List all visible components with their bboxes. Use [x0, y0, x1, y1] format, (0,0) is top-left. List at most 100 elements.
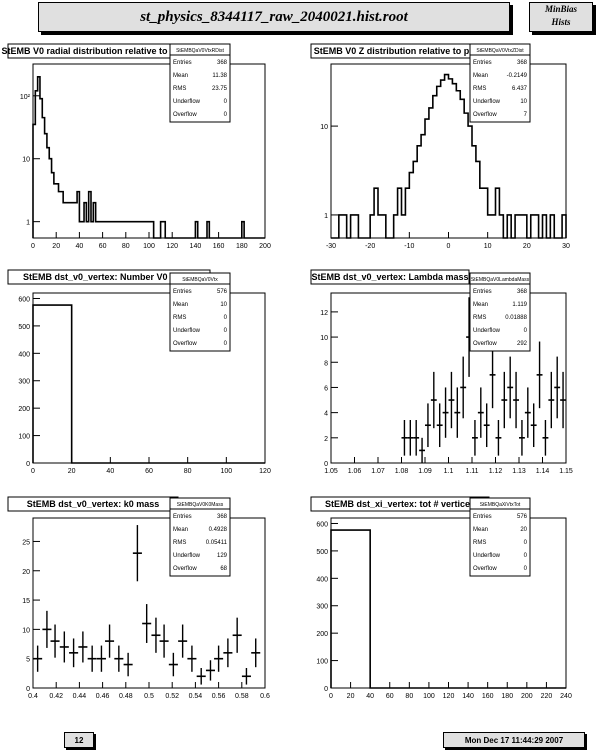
- stats-value: 368: [517, 289, 528, 295]
- plot-frame: [330, 517, 567, 689]
- x-tick-label: 0.54: [189, 693, 203, 700]
- x-tick-label: 1.08: [395, 468, 409, 475]
- x-tick-label: 0.56: [212, 693, 226, 700]
- x-tick-label: 1.15: [559, 468, 573, 475]
- x-tick-label: 160: [482, 693, 494, 700]
- histogram-line: [331, 73, 567, 239]
- stats-label: RMS: [473, 540, 486, 546]
- stats-label: Entries: [173, 514, 192, 520]
- y-tick-label: 500: [18, 324, 30, 331]
- x-tick-label: 1.14: [536, 468, 550, 475]
- stats-value: 0: [224, 99, 228, 105]
- x-tick-label: 40: [76, 243, 84, 250]
- x-tick-label: 80: [122, 243, 130, 250]
- y-tick-label: 0: [324, 461, 328, 468]
- stats-value: 0: [224, 315, 228, 321]
- stats-label: Entries: [473, 514, 492, 520]
- stats-label: Overflow: [473, 341, 497, 347]
- stats-label: Underflow: [173, 553, 201, 559]
- stats-label: Underflow: [173, 99, 201, 105]
- stats-label: Underflow: [473, 553, 501, 559]
- y-tick-label: 400: [316, 576, 328, 583]
- x-tick-label: 0.48: [119, 693, 133, 700]
- x-tick-label: 200: [259, 243, 271, 250]
- x-tick-label: 1.12: [489, 468, 503, 475]
- x-tick-label: 0.44: [73, 693, 87, 700]
- y-tick-label: 500: [316, 549, 328, 556]
- plot-title: StEMB dst_v0_vertex: Lambda mass: [311, 272, 468, 282]
- x-tick-label: 80: [184, 468, 192, 475]
- stats-label: RMS: [473, 315, 486, 321]
- x-tick-label: 1.05: [324, 468, 338, 475]
- y-tick-label: 300: [18, 379, 30, 386]
- stats-value: 0.4928: [209, 527, 228, 533]
- y-tick-label: 10: [22, 627, 30, 634]
- stats-label: Underflow: [473, 99, 501, 105]
- x-tick-label: 0.46: [96, 693, 110, 700]
- stats-label: Mean: [173, 302, 188, 308]
- stats-value: 0: [524, 540, 528, 546]
- x-tick-label: 20: [68, 468, 76, 475]
- stats-value: 0: [224, 112, 228, 118]
- y-tick-label: 25: [22, 539, 30, 546]
- x-tick-label: 0.58: [235, 693, 249, 700]
- plot-title-box: [310, 269, 470, 285]
- plot-frame: [330, 292, 567, 464]
- y-tick-label: 0: [324, 686, 328, 693]
- stats-box: [169, 497, 231, 577]
- histogram-line: [330, 529, 566, 689]
- stats-value: 7: [524, 112, 528, 118]
- stats-label: RMS: [473, 86, 486, 92]
- plot-frame: [330, 63, 567, 239]
- histogram-line: [32, 304, 265, 464]
- x-tick-label: 1.09: [418, 468, 432, 475]
- plot-title: StEMB dst_v0_vertex: k0 mass: [27, 499, 160, 509]
- x-tick-label: 60: [386, 693, 394, 700]
- y-tick-label: 6: [324, 385, 328, 392]
- stats-value: 0.01888: [505, 315, 527, 321]
- x-tick-label: 30: [562, 243, 570, 250]
- y-tick-label: 0: [26, 686, 30, 693]
- stats-value: 23.75: [212, 86, 228, 92]
- x-tick-label: 20: [347, 693, 355, 700]
- x-tick-label: 200: [521, 693, 533, 700]
- plot-title: StEMB dst_xi_vertex: tot # vertices: [325, 499, 475, 509]
- date-box: Mon Dec 17 11:44:29 2007: [443, 732, 585, 748]
- x-tick-label: 0.6: [260, 693, 270, 700]
- plot-title: StEMB dst_v0_vertex: Number V0 found: [23, 272, 195, 282]
- stats-value: 0: [224, 341, 228, 347]
- stats-value: -0.2149: [507, 73, 528, 79]
- y-tick-label: 4: [324, 411, 328, 418]
- stats-label: Underflow: [173, 328, 201, 334]
- x-tick-label: 0.52: [165, 693, 179, 700]
- x-tick-label: 80: [405, 693, 413, 700]
- stats-label: Overflow: [473, 566, 497, 572]
- x-tick-label: 1.1: [444, 468, 454, 475]
- stats-name: StEMBQaV0K0Mass: [177, 502, 224, 508]
- x-tick-label: 100: [143, 243, 155, 250]
- x-tick-label: 1.07: [371, 468, 385, 475]
- x-tick-label: 10: [484, 243, 492, 250]
- x-tick-label: 0: [31, 468, 35, 475]
- stats-label: RMS: [173, 540, 186, 546]
- x-tick-label: 1.06: [348, 468, 362, 475]
- stats-label: Overflow: [173, 566, 197, 572]
- stats-value: 576: [217, 289, 228, 295]
- stats-value: 0: [524, 328, 528, 334]
- stats-label: Entries: [173, 289, 192, 295]
- stats-value: 0.05411: [206, 540, 228, 546]
- page-tag-line2: Hists: [551, 17, 571, 27]
- x-tick-label: 0.42: [49, 693, 63, 700]
- y-tick-label: 10: [320, 124, 328, 131]
- stats-value: 292: [517, 341, 528, 347]
- stats-value: 20: [520, 527, 527, 533]
- y-tick-label: 200: [18, 406, 30, 413]
- stats-box: [469, 43, 531, 123]
- x-tick-label: 120: [259, 468, 271, 475]
- stats-value: 0: [224, 328, 228, 334]
- x-tick-label: 160: [213, 243, 225, 250]
- stats-value: 368: [217, 60, 228, 66]
- x-tick-label: 140: [462, 693, 474, 700]
- stats-value: 576: [517, 514, 528, 520]
- stats-label: Overflow: [173, 112, 197, 118]
